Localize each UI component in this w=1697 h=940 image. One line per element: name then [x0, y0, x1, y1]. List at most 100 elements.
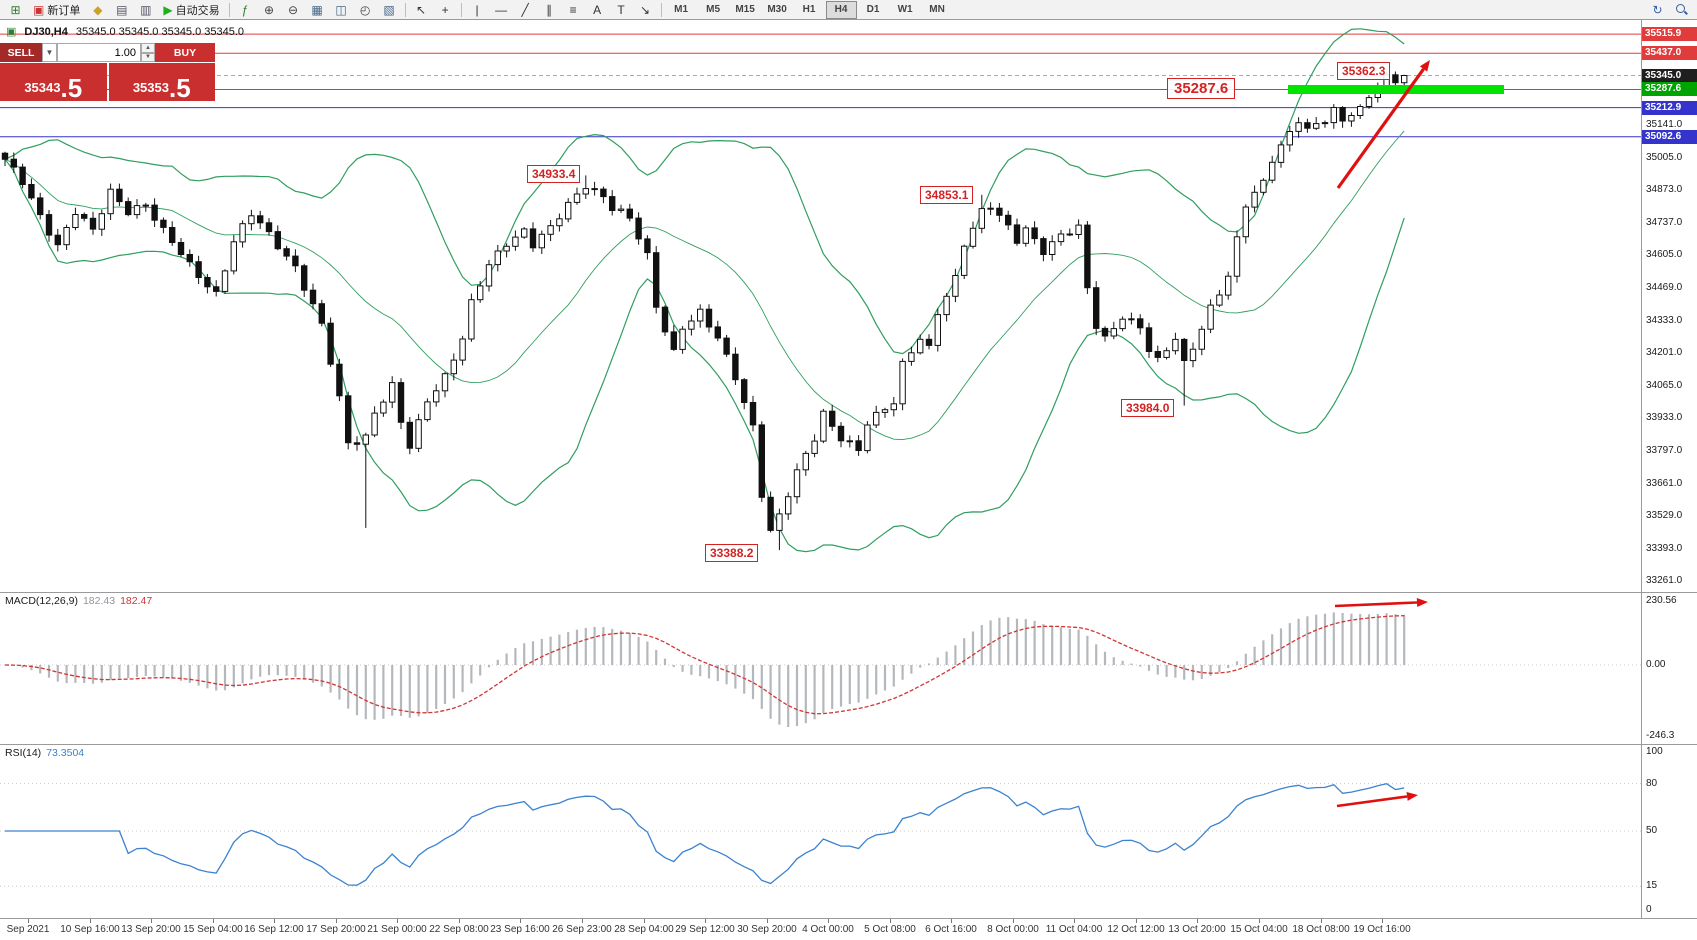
buy-price-button[interactable]: 35353.5 — [108, 63, 215, 101]
refresh-icon[interactable]: ↻ — [1652, 2, 1663, 17]
vline-icon[interactable]: | — [466, 1, 489, 18]
macd-name: MACD(12,26,9) — [5, 595, 78, 607]
order-type-dropdown[interactable]: ▼ — [42, 43, 57, 62]
time-axis-label: 26 Sep 23:00 — [552, 924, 612, 935]
rsi-line — [5, 783, 1405, 886]
time-axis-label: 30 Sep 20:00 — [737, 924, 797, 935]
time-tick — [1136, 919, 1137, 923]
time-axis-label: 13 Oct 20:00 — [1168, 924, 1226, 935]
zoom-out-icon[interactable]: ⊖ — [282, 1, 305, 18]
time-tick — [1321, 919, 1322, 923]
one-click-trading-widget: SELL ▼ ▲▼ BUY 35343.5 35353.5 — [0, 43, 215, 101]
time-tick — [951, 919, 952, 923]
bollinger-middle — [4, 130, 1405, 441]
chart-candles-icon[interactable]: ▥ — [134, 1, 157, 18]
autotrade-button[interactable]: ▶ 自动交易 — [158, 1, 224, 18]
time-tick — [644, 919, 645, 923]
profiles-icon[interactable]: ◆ — [86, 1, 109, 18]
time-axis-label: 19 Oct 16:00 — [1353, 924, 1411, 935]
time-axis[interactable]: Sep 2021 10 Sep 16:00 13 Sep 20:00 15 Sep 0… — [0, 918, 1641, 940]
zoom-in-icon: ⊕ — [264, 2, 275, 17]
timeframe-m5[interactable]: M5 — [706, 4, 721, 15]
period-icon[interactable]: ◴ — [354, 1, 377, 18]
timeframe-mn[interactable]: MN — [929, 4, 945, 15]
volume-up-icon[interactable]: ▲ — [141, 43, 155, 53]
price-axis-label: 33393.0 — [1646, 543, 1683, 554]
tile-windows-icon[interactable]: ▦ — [306, 1, 329, 18]
price-callout[interactable]: 33388.2 — [705, 544, 759, 562]
new-order-button[interactable]: ▣ 新订单 — [28, 1, 85, 18]
timeframe-m1[interactable]: M1 — [674, 4, 689, 15]
panel-separator[interactable] — [0, 744, 1697, 745]
timeframe-m15[interactable]: M15 — [735, 4, 755, 15]
fibonacci-icon: ≡ — [569, 2, 577, 17]
autotrade-button-label: 自动交易 — [175, 4, 220, 17]
panel-separator — [0, 918, 1697, 919]
price-callout[interactable]: 34933.4 — [527, 165, 581, 183]
cursor-icon[interactable]: ↖ — [410, 1, 433, 18]
time-axis-label: 21 Sep 00:00 — [367, 924, 427, 935]
data-window-icon: ◫ — [335, 2, 347, 17]
macd-axis-label: -246.3 — [1646, 730, 1675, 741]
channel-icon[interactable]: ∥ — [538, 1, 561, 18]
price-axis-label: 34065.0 — [1646, 380, 1683, 391]
crosshair-icon[interactable]: + — [434, 1, 457, 18]
arrows-icon[interactable]: ↘ — [634, 1, 657, 18]
indicators-icon[interactable]: ƒ — [234, 1, 257, 18]
label-icon[interactable]: T — [610, 1, 633, 18]
volume-input[interactable] — [57, 43, 141, 62]
price-axis[interactable]: 35141.0 35005.0 34873.0 34737.0 34605.0 34469… — [1641, 20, 1697, 918]
price-axis-label: 34201.0 — [1646, 347, 1683, 358]
timeframe-d1[interactable]: D1 — [866, 4, 880, 15]
volume-down-icon[interactable]: ▼ — [141, 52, 155, 62]
rsi-axis-label: 80 — [1646, 778, 1658, 789]
time-tick — [1382, 919, 1383, 923]
time-axis-label: 16 Sep 12:00 — [244, 924, 304, 935]
trend-arrow — [1336, 67, 1425, 189]
time-tick — [582, 919, 583, 923]
trendline-icon[interactable]: ╱ — [514, 1, 537, 18]
price-chart[interactable] — [0, 20, 1641, 592]
price-axis-tag: 35092.6 — [1642, 130, 1697, 144]
sell-button[interactable]: SELL — [0, 43, 42, 62]
macd-panel[interactable] — [0, 592, 1641, 744]
data-window-icon[interactable]: ◫ — [330, 1, 353, 18]
buy-button[interactable]: BUY — [155, 43, 215, 62]
time-axis-label: 13 Sep 20:00 — [121, 924, 181, 935]
templates-icon[interactable]: ▧ — [378, 1, 401, 18]
time-tick — [213, 919, 214, 923]
chart-candles-icon: ▥ — [140, 2, 152, 17]
search-icon[interactable] — [1670, 1, 1693, 18]
time-tick — [767, 919, 768, 923]
time-axis-label: 22 Sep 08:00 — [429, 924, 489, 935]
zoom-in-icon[interactable]: ⊕ — [258, 1, 281, 18]
price-axis-label: 33661.0 — [1646, 478, 1683, 489]
sell-price-button[interactable]: 35343.5 — [0, 63, 107, 101]
indicators-icon: ƒ — [241, 2, 249, 17]
hline-icon[interactable]: — — [490, 1, 513, 18]
new-chart-icon[interactable]: ⊞ — [4, 1, 27, 18]
symbol-period: DJ30,H4 — [24, 25, 68, 38]
timeframe-h4[interactable]: H4 — [825, 0, 857, 19]
toolbar-separator — [228, 2, 230, 17]
rsi-axis-label: 50 — [1646, 825, 1658, 836]
chart-bars-icon[interactable]: ▤ — [110, 1, 133, 18]
volume-stepper[interactable]: ▲ ▼ — [141, 43, 155, 62]
timeframe-h1[interactable]: H1 — [802, 4, 816, 15]
timeframe-w1[interactable]: W1 — [897, 4, 913, 15]
text-icon[interactable]: A — [586, 1, 609, 18]
panel-separator[interactable] — [0, 592, 1697, 593]
price-callout[interactable]: 33984.0 — [1121, 399, 1175, 417]
macd-signal-line — [4, 615, 1405, 715]
price-callout[interactable]: 34853.1 — [920, 186, 974, 204]
rsi-panel[interactable] — [0, 744, 1641, 918]
price-callout[interactable]: 35362.3 — [1337, 62, 1391, 80]
time-tick — [890, 919, 891, 923]
time-tick — [705, 919, 706, 923]
time-tick — [520, 919, 521, 923]
timeframe-m30[interactable]: M30 — [767, 4, 787, 15]
price-callout[interactable]: 35287.6 — [1167, 78, 1236, 99]
price-axis-label: 35141.0 — [1646, 119, 1683, 130]
fibonacci-icon[interactable]: ≡ — [562, 1, 585, 18]
toolbar-separator — [404, 2, 406, 17]
